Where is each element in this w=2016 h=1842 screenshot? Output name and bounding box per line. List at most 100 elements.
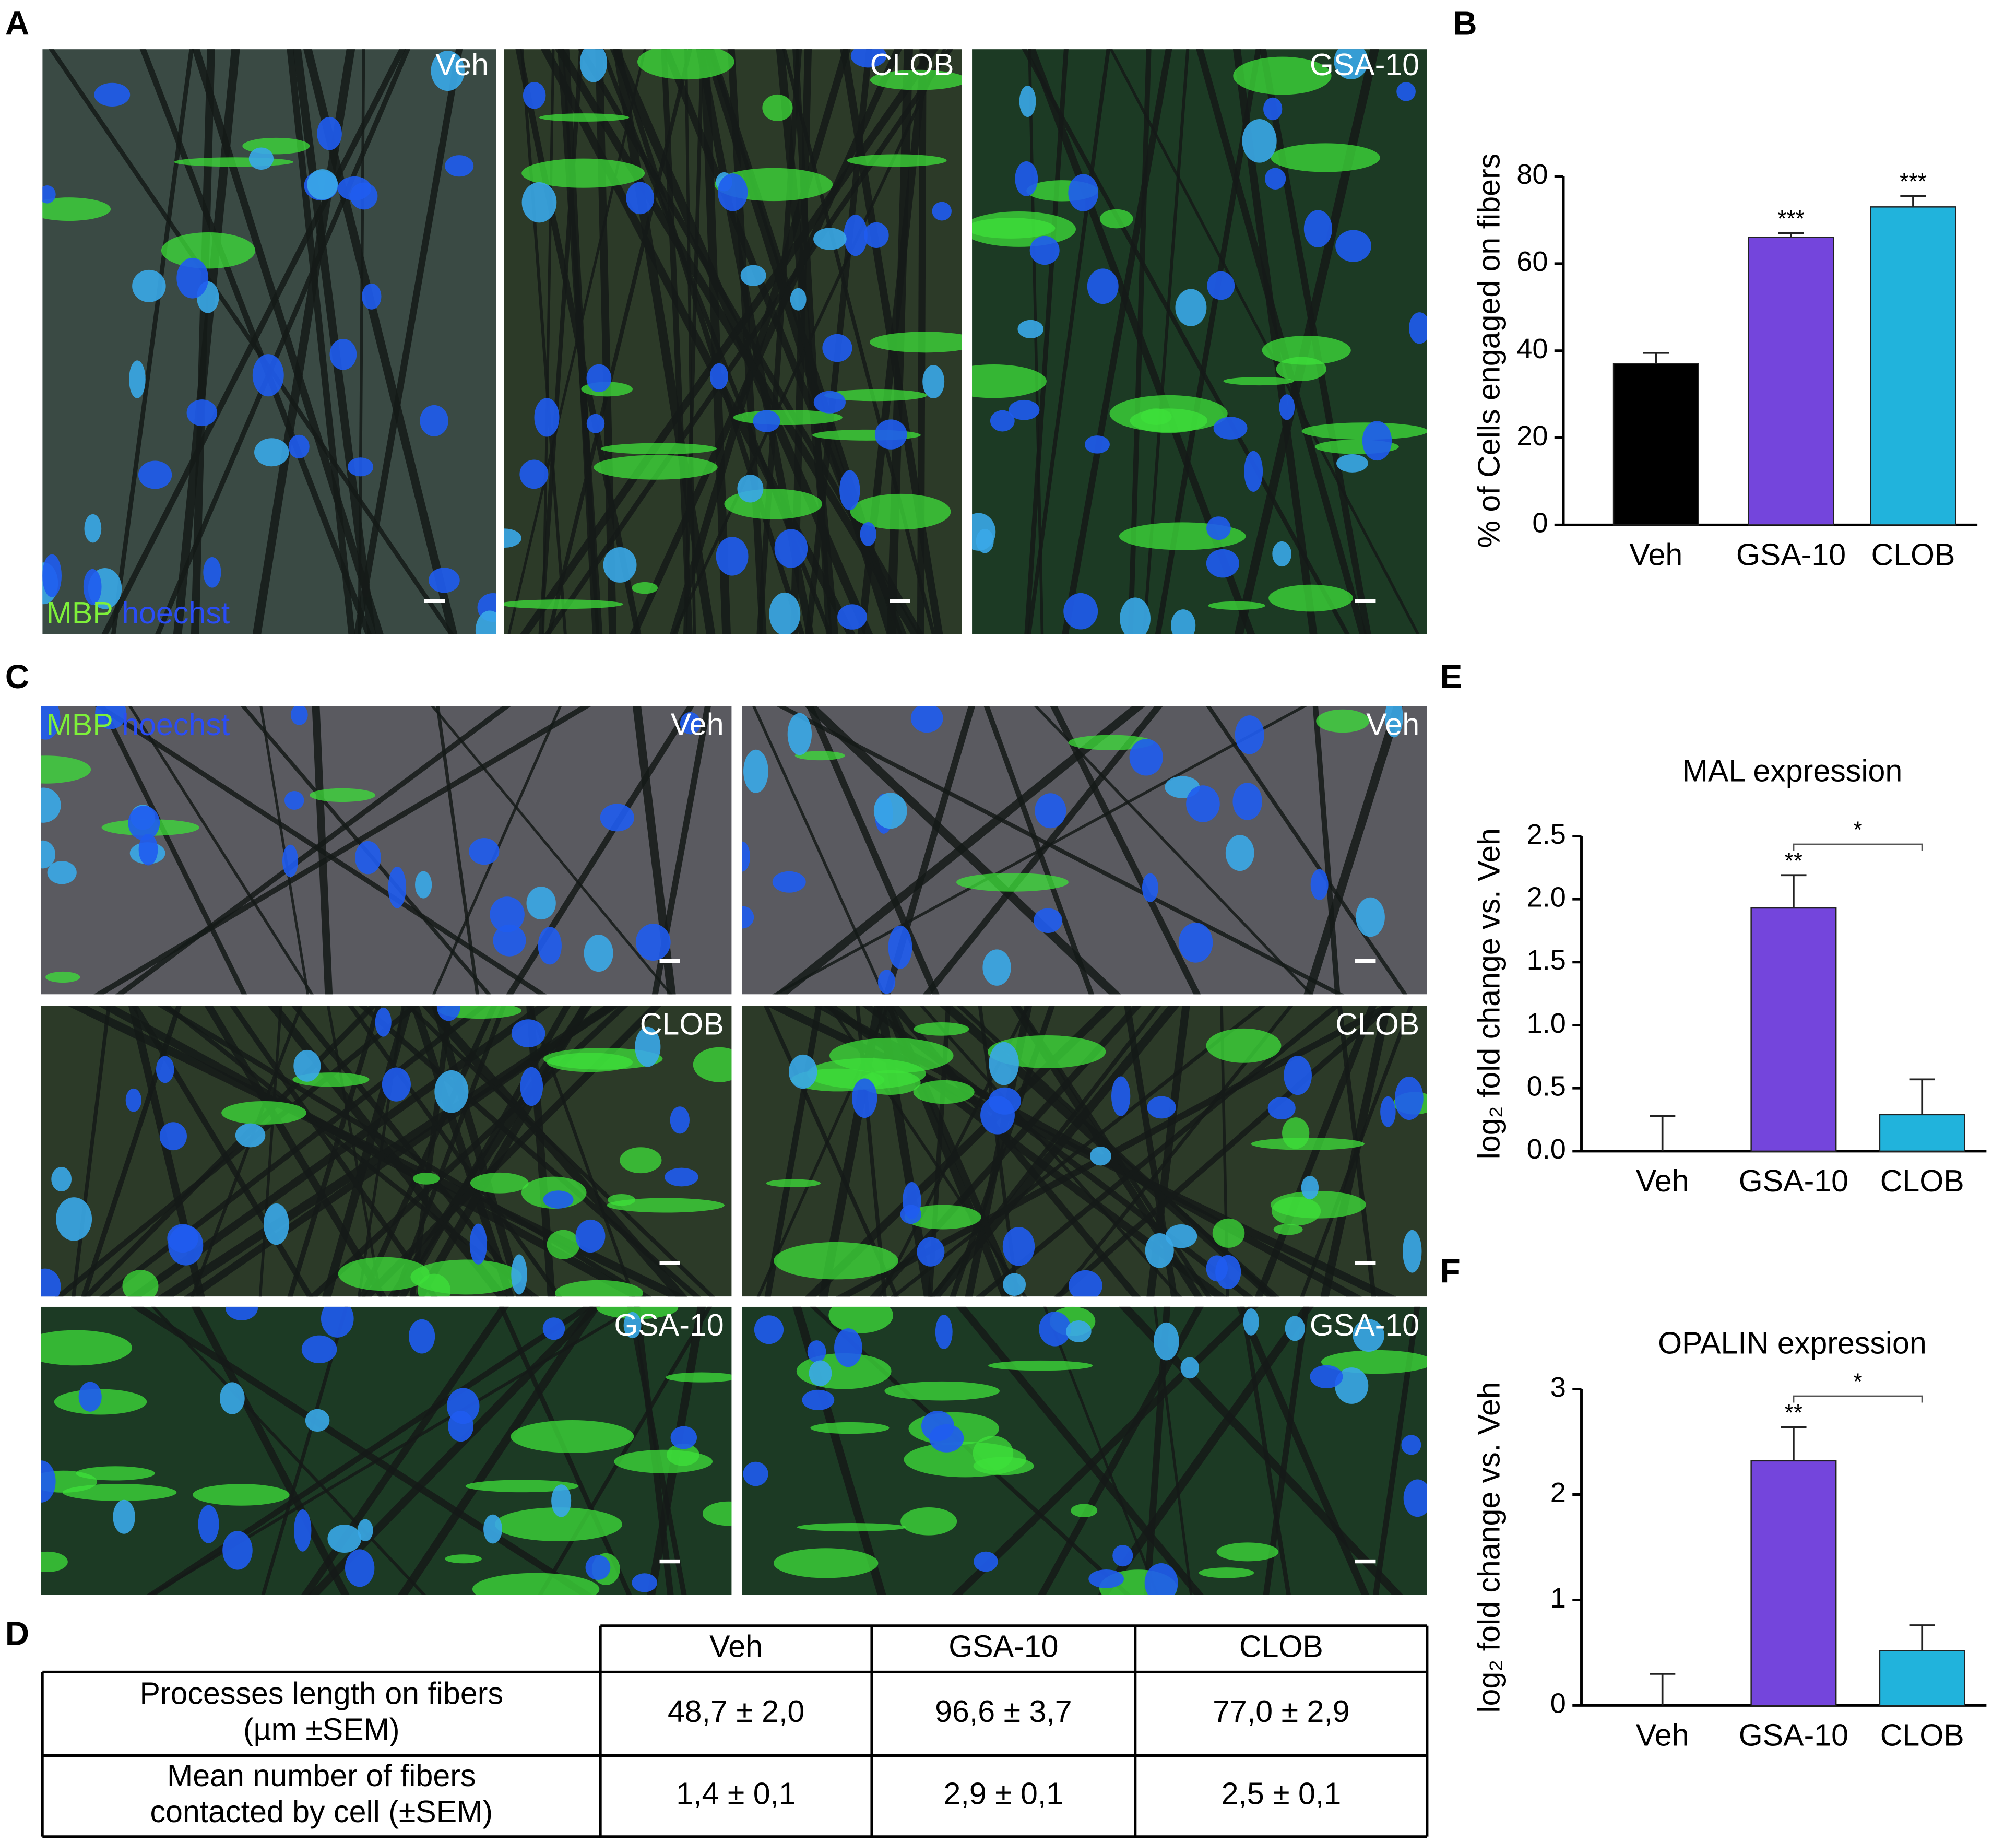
nucleus	[219, 1382, 245, 1414]
nucleus	[469, 837, 500, 865]
y-tick-label: 1.0	[1527, 1008, 1566, 1039]
fiber	[1062, 49, 1172, 634]
nucleus	[1144, 1563, 1178, 1595]
nucleus	[990, 410, 1015, 432]
nucleus	[837, 604, 867, 630]
row-header: contacted by cell (±SEM)	[150, 1794, 493, 1829]
mbp-stain	[1140, 408, 1172, 425]
mbp-stain	[161, 232, 256, 269]
nucleus	[718, 173, 748, 211]
nucleus	[519, 459, 549, 489]
fiber	[558, 49, 603, 634]
fiber	[541, 49, 555, 634]
nucleus	[1310, 1365, 1343, 1389]
nucleus	[198, 1505, 219, 1543]
nucleus	[1029, 235, 1060, 265]
nucleus	[1403, 1230, 1422, 1273]
nucleus	[1145, 1233, 1174, 1268]
y-tick-label: 1.5	[1527, 944, 1566, 976]
nucleus	[1002, 1227, 1035, 1266]
nucleus	[445, 155, 474, 177]
micrograph	[41, 706, 732, 995]
fiber	[131, 1006, 314, 1297]
nucleus	[802, 1389, 835, 1410]
nucleus	[1035, 793, 1066, 829]
nucleus	[534, 398, 560, 437]
nucleus	[357, 1519, 373, 1542]
fiber	[258, 1006, 282, 1297]
nucleus	[1039, 1312, 1071, 1347]
fiber	[919, 1006, 1182, 1297]
nucleus	[41, 1268, 61, 1297]
nucleus	[1112, 1544, 1133, 1567]
fiber	[191, 1006, 303, 1297]
nucleus	[1232, 783, 1262, 820]
nucleus	[420, 405, 448, 436]
mbp-stain	[1071, 1504, 1098, 1518]
nucleus	[290, 706, 308, 725]
nucleus	[670, 1106, 690, 1134]
fiber	[82, 1006, 377, 1297]
nucleus	[586, 414, 605, 433]
x-tick-label: GSA-10	[1739, 1163, 1848, 1198]
fiber	[806, 706, 940, 995]
mbp-stain	[829, 1037, 954, 1073]
y-tick-label: 2	[1550, 1477, 1566, 1508]
nucleus	[129, 360, 146, 398]
mbp-stain	[45, 971, 80, 983]
nucleus	[860, 522, 876, 546]
mbp-stain	[539, 113, 630, 122]
fiber	[684, 49, 696, 634]
mbp-stain	[693, 1047, 732, 1082]
mbp-stain	[1321, 1350, 1427, 1374]
x-tick-label: CLOB	[1880, 1163, 1964, 1198]
fiber	[431, 706, 673, 995]
nucleus	[1207, 271, 1235, 300]
nucleus	[834, 1328, 862, 1367]
nucleus	[1178, 923, 1213, 963]
nucleus	[1396, 82, 1416, 101]
fiber	[309, 1006, 628, 1297]
nucleus	[321, 1306, 354, 1338]
table-cell: 1,4 ± 0,1	[676, 1776, 796, 1811]
nucleus	[493, 924, 526, 957]
fiber	[101, 49, 406, 634]
fiber	[72, 1006, 111, 1297]
fiber	[131, 1306, 593, 1595]
mbp-stain	[472, 1573, 600, 1595]
nucleus	[1403, 1479, 1427, 1517]
fiber	[111, 49, 194, 634]
nucleus	[716, 537, 749, 576]
mbp-stain	[847, 154, 947, 167]
nucleus	[490, 896, 525, 932]
nucleus	[83, 569, 102, 605]
fiber	[632, 706, 676, 995]
nucleus	[1285, 1316, 1305, 1341]
image-label: Veh	[671, 707, 724, 742]
mbp-stain	[1233, 56, 1332, 95]
nucleus	[1084, 435, 1110, 454]
nucleus	[742, 841, 751, 872]
bar	[1750, 1460, 1837, 1706]
nucleus	[790, 288, 807, 311]
bar	[1748, 237, 1834, 526]
nucleus	[680, 712, 701, 735]
nucleus	[822, 334, 852, 362]
nucleus	[1272, 541, 1291, 567]
nucleus	[523, 82, 546, 109]
nucleus	[248, 147, 274, 170]
x-tick-label: GSA-10	[1739, 1718, 1848, 1753]
mbp-stain	[988, 1360, 1093, 1371]
fiber	[727, 49, 767, 634]
mbp-stain	[594, 455, 718, 480]
significance: *	[1853, 817, 1862, 843]
nucleus	[203, 557, 221, 588]
stain-mbp: MBP	[46, 707, 113, 742]
mbp-stain	[900, 1507, 957, 1536]
fiber	[1206, 706, 1408, 995]
nucleus	[542, 1317, 565, 1340]
mbp-stain	[41, 1330, 133, 1366]
nucleus	[235, 1123, 266, 1148]
nucleus	[113, 1499, 135, 1534]
x-tick-label: CLOB	[1871, 537, 1955, 572]
